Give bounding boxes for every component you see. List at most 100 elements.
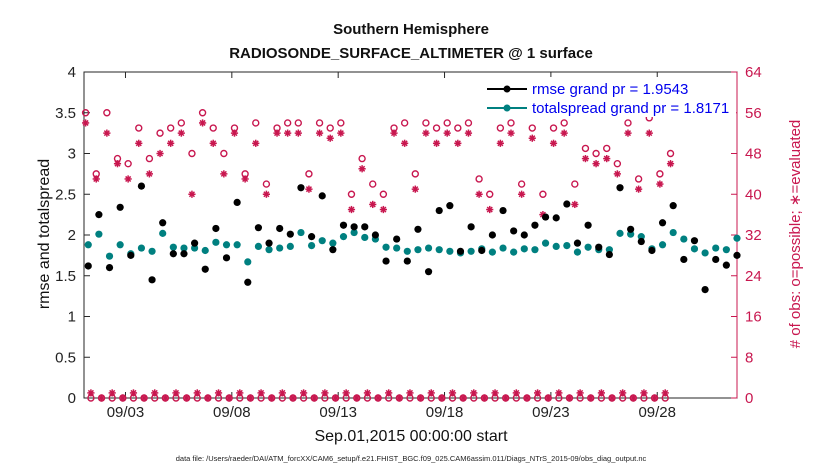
- rmse-point: [658, 219, 667, 227]
- possible-obs-point: [369, 180, 377, 188]
- totalspread-point: [233, 241, 241, 249]
- totalspread-point: [116, 241, 124, 249]
- possible-obs-point: [124, 159, 132, 168]
- totalspread-point: [424, 244, 433, 252]
- possible-obs-point: [624, 119, 632, 127]
- x-axis: 09/03 09/08 09/13 09/18 09/23 09/28: [107, 72, 676, 421]
- rmse-point: [403, 257, 411, 265]
- evaluated-obs-point: [475, 190, 483, 198]
- evaluated-obs-point: [507, 129, 515, 137]
- totalspread-point: [307, 241, 316, 250]
- rmse-point: [520, 231, 528, 239]
- evaluated-obs-point: [629, 394, 637, 402]
- rmse-point: [669, 202, 677, 210]
- rmse-point: [616, 184, 624, 192]
- rmse-point: [95, 211, 103, 219]
- legend-marker-totalspread: [503, 104, 511, 112]
- rmse-point: [105, 264, 114, 272]
- rmse-point: [488, 231, 496, 239]
- evaluated-obs-point: [518, 190, 526, 198]
- evaluated-obs-point: [183, 394, 191, 402]
- totalspread-point: [403, 247, 411, 255]
- evaluated-obs-point: [188, 190, 196, 198]
- evaluated-obs-point: [576, 389, 584, 397]
- rmse-point: [701, 286, 709, 294]
- possible-obs-point: [305, 170, 313, 178]
- rmse-point: [276, 224, 284, 233]
- evaluated-obs-point: [124, 175, 132, 183]
- possible-obs-point: [220, 149, 228, 158]
- totalspread-point: [201, 246, 209, 255]
- totalspread-point: [265, 246, 273, 254]
- chart-subtitle: RADIOSONDE_SURFACE_ALTIMETER @ 1 surface: [229, 45, 593, 62]
- evaluated-obs-point: [113, 160, 122, 168]
- rmse-point: [648, 246, 656, 255]
- evaluated-obs-point: [204, 394, 212, 402]
- evaluated-obs-point: [278, 389, 286, 397]
- evaluated-obs-point: [193, 389, 201, 397]
- rmse-point: [446, 202, 454, 210]
- evaluated-obs-point: [406, 389, 414, 397]
- y-axis-right-label: # of obs: o=possible; ∗=evaluated: [787, 120, 804, 349]
- rmse-point: [254, 224, 263, 232]
- evaluated-obs-point: [603, 154, 611, 163]
- rmse-point: [573, 239, 582, 247]
- evaluated-obs-point: [565, 394, 574, 402]
- x-tick-label: 09/08: [213, 404, 251, 421]
- rmse-point: [552, 214, 560, 222]
- evaluated-obs-point: [119, 394, 127, 402]
- chart-title: Southern Hemisphere: [333, 21, 489, 38]
- totalspread-point: [414, 246, 422, 254]
- rmse-point: [435, 206, 443, 215]
- evaluated-obs-point: [353, 394, 361, 402]
- rmse-point: [350, 223, 358, 231]
- rmse-point: [541, 213, 550, 221]
- x-axis-label: Sep.01,2015 00:00:00 start: [314, 428, 508, 445]
- totalspread-point: [180, 244, 188, 252]
- possible-obs-point: [315, 119, 324, 127]
- possible-obs-point: [81, 109, 90, 117]
- evaluated-obs-point: [390, 129, 398, 137]
- evaluated-obs-point: [613, 170, 621, 178]
- evaluated-obs-point: [363, 389, 372, 397]
- possible-obs-point: [283, 119, 292, 127]
- y-tick-label: 0.5: [55, 349, 76, 366]
- evaluated-obs-point: [438, 394, 446, 402]
- rmse-point: [222, 254, 231, 262]
- rmse-point: [510, 227, 518, 235]
- rmse-point: [680, 255, 688, 264]
- y-right-tick-label: 16: [745, 309, 762, 326]
- evaluated-obs-point: [236, 389, 244, 397]
- evaluated-obs-point: [337, 129, 345, 137]
- possible-obs-point: [528, 124, 536, 132]
- totalspread-point: [297, 228, 305, 237]
- y-right-tick-label: 48: [745, 146, 762, 163]
- evaluated-obs-point: [650, 394, 659, 402]
- totalspread-point: [244, 258, 252, 266]
- totalspread-point: [488, 248, 496, 256]
- y-tick-label: 2.5: [55, 186, 76, 203]
- evaluated-obs-point: [156, 149, 164, 158]
- rmse-point: [382, 257, 390, 265]
- evaluated-obs-point: [273, 129, 281, 137]
- data-marks: [81, 109, 741, 402]
- evaluated-obs-point: [331, 394, 340, 402]
- possible-obs-point: [656, 170, 664, 178]
- possible-obs-point: [603, 144, 611, 153]
- evaluated-obs-point: [241, 175, 249, 183]
- rmse-point: [393, 235, 401, 243]
- rmse-point: [339, 221, 348, 229]
- possible-obs-point: [156, 129, 164, 137]
- evaluated-obs-point: [385, 389, 393, 397]
- possible-obs-point: [486, 190, 494, 198]
- evaluated-obs-point: [624, 129, 632, 137]
- totalspread-point: [563, 241, 571, 250]
- totalspread-point: [499, 244, 507, 252]
- totalspread-point: [159, 229, 167, 237]
- possible-obs-point: [337, 119, 345, 127]
- totalspread-point: [669, 228, 677, 237]
- possible-obs-point: [177, 119, 186, 127]
- totalspread-point: [658, 241, 667, 249]
- totalspread-point: [329, 239, 337, 247]
- evaluated-obs-point: [87, 389, 95, 397]
